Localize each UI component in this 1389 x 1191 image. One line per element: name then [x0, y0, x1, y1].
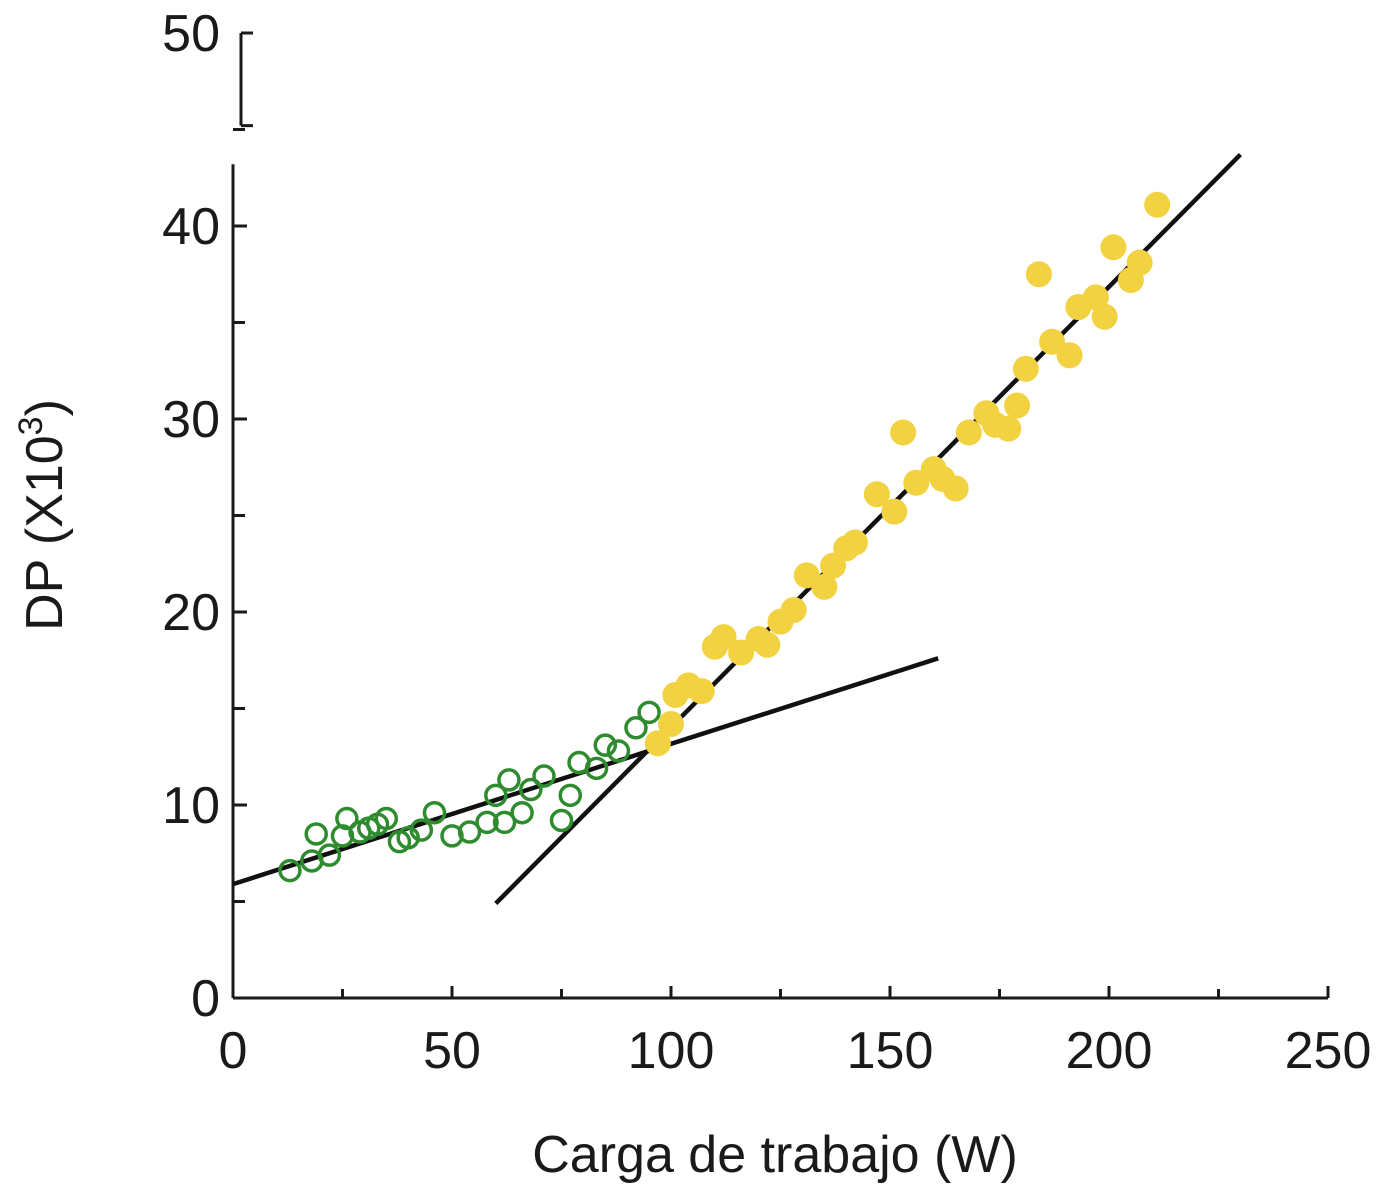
- open-circle-point: [532, 764, 556, 788]
- x-tick-label: 50: [423, 1022, 481, 1080]
- open-circle-point: [422, 800, 447, 825]
- y-axis-title-close: ): [16, 399, 74, 416]
- open-circle-point: [584, 756, 609, 781]
- x-tick-label: 200: [1066, 1022, 1153, 1080]
- filled-circle-point: [1126, 249, 1153, 276]
- open-circle-point: [624, 716, 648, 740]
- x-tick-label: 150: [847, 1022, 934, 1080]
- open-circle-point: [457, 820, 482, 844]
- open-circle-point: [409, 818, 434, 842]
- open-circle-point: [374, 806, 399, 831]
- filled-circle-point: [811, 573, 838, 600]
- open-circle-point: [335, 806, 359, 831]
- filled-circle-point: [942, 475, 969, 502]
- filled-circle-point: [728, 639, 755, 666]
- filled-circle-point: [1144, 191, 1171, 218]
- x-tick-label: 250: [1285, 1022, 1372, 1080]
- filled-circle-point: [1004, 392, 1031, 419]
- axes: [231, 31, 1330, 1000]
- filled-circle-point: [881, 498, 908, 525]
- y-tick-label: 0: [191, 970, 220, 1028]
- open-circle-point: [593, 733, 618, 757]
- data-points: [278, 191, 1171, 883]
- fit-line-2: [494, 153, 1242, 906]
- filled-circle-point: [1039, 328, 1066, 355]
- filled-circle-point: [658, 710, 684, 737]
- open-circle-point: [549, 808, 574, 833]
- filled-circle-point: [1012, 355, 1039, 382]
- y-tick-label: 50: [162, 5, 220, 63]
- x-axis-title: Carga de trabajo (W): [532, 1126, 1018, 1184]
- filled-circle-point: [754, 631, 781, 658]
- y-tick-label: 20: [162, 584, 220, 642]
- filled-circle-point: [688, 678, 715, 705]
- filled-circle-point: [1091, 303, 1118, 330]
- y-tick-label: 40: [162, 198, 220, 256]
- filled-circle-point: [890, 419, 917, 446]
- filled-circle-point: [903, 469, 930, 496]
- open-circle-point: [519, 777, 543, 802]
- filled-circle-point: [995, 415, 1022, 442]
- open-circle-point: [558, 783, 583, 808]
- fit-lines: [232, 153, 1242, 906]
- filled-circle-point: [1100, 234, 1127, 261]
- open-circle-point: [278, 858, 302, 883]
- filled-circle-point: [841, 529, 868, 556]
- x-tick-label: 100: [628, 1022, 715, 1080]
- open-circle-point: [484, 783, 508, 808]
- filled-circle-point: [644, 730, 671, 757]
- filled-circle-point: [863, 481, 890, 508]
- open-circle-point: [475, 810, 499, 835]
- y-axis-title-main: DP (X10: [16, 435, 74, 631]
- y-tick-label: 30: [162, 391, 220, 449]
- x-tick-label: 0: [219, 1022, 248, 1080]
- filled-circle-point: [955, 419, 982, 446]
- open-circle-point: [304, 822, 328, 846]
- open-circle-point: [317, 843, 342, 867]
- filled-circle-point: [1056, 342, 1083, 369]
- y-axis-title: DP (X103): [12, 399, 74, 631]
- filled-circle-point: [710, 624, 737, 651]
- open-circle-point: [492, 810, 517, 835]
- open-circle-point: [497, 768, 521, 792]
- tick-labels: 0 50 100 150 200 250 0 10 20 30 40 50: [162, 5, 1371, 1080]
- y-axis-title-superscript: 3: [12, 416, 50, 435]
- open-circle-point: [637, 700, 661, 725]
- filled-circle-point: [780, 597, 807, 624]
- open-circle-point: [606, 739, 631, 763]
- y-tick-label: 10: [162, 777, 220, 835]
- open-circle-point: [510, 800, 534, 825]
- filled-circle-point: [1025, 261, 1052, 288]
